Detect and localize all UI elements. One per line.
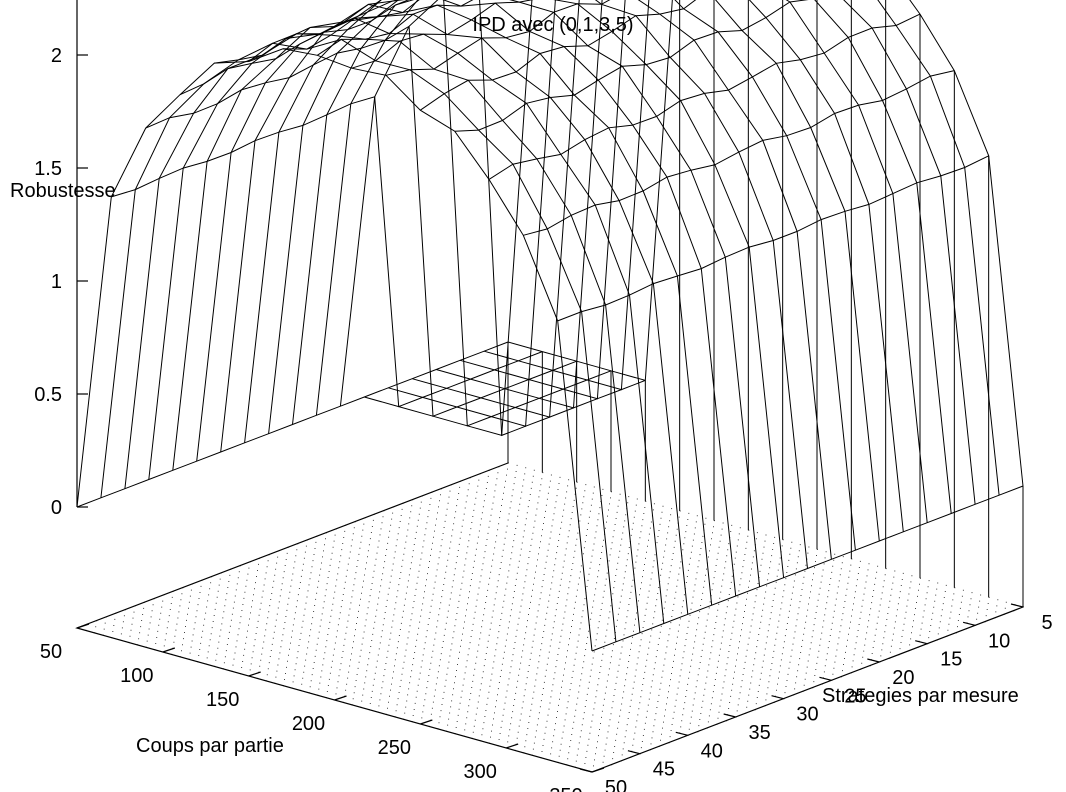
surface-line-y bbox=[172, 13, 689, 615]
surface-line-x bbox=[488, 13, 921, 180]
surface-line-y bbox=[196, 3, 713, 606]
x-tick-label: 200 bbox=[292, 713, 325, 735]
x-tick-mark bbox=[76, 623, 90, 629]
z-tick-label: 1.5 bbox=[34, 158, 62, 180]
surface-line-y bbox=[412, 0, 928, 523]
surface-line-x bbox=[145, 25, 577, 417]
surface-line-x bbox=[282, 0, 420, 50]
base-plane-outline bbox=[75, 462, 1024, 773]
surface-line-y bbox=[315, 0, 832, 560]
z-axis-label: Robustesse bbox=[10, 180, 116, 202]
x-tick-mark bbox=[334, 695, 347, 701]
surface-line-x bbox=[454, 0, 809, 132]
surface-line-y bbox=[436, 0, 952, 514]
surface-line-x bbox=[385, 0, 611, 76]
x-tick-label: 250 bbox=[378, 737, 411, 759]
x-tick-label: 150 bbox=[206, 689, 239, 711]
x-tick-mark bbox=[162, 647, 176, 653]
surface-line-x bbox=[111, 96, 543, 408]
y-tick-mark bbox=[819, 676, 832, 681]
y-tick-mark bbox=[723, 713, 736, 718]
surface-line-y bbox=[244, 0, 761, 587]
surface-line-y bbox=[124, 33, 641, 633]
base-dot-pattern bbox=[77, 462, 1024, 773]
surface-line-x bbox=[179, 0, 612, 427]
y-tick-label: 40 bbox=[701, 740, 723, 762]
surface-line-y bbox=[268, 0, 785, 578]
surface-line-x bbox=[351, 0, 534, 69]
surface-line-x bbox=[420, 0, 697, 111]
x-tick-mark bbox=[505, 743, 519, 749]
surface-line-x bbox=[214, 0, 646, 437]
y-tick-label: 50 bbox=[605, 777, 627, 792]
surface-line-x bbox=[557, 155, 989, 322]
base-plane-edge bbox=[75, 462, 1024, 773]
surface-line-y bbox=[220, 0, 737, 597]
y-tick-label: 5 bbox=[1041, 612, 1052, 634]
x-tick-label: 300 bbox=[463, 761, 496, 783]
y-tick-label: 20 bbox=[892, 667, 914, 689]
y-tick-mark bbox=[675, 731, 688, 736]
surface-line-y bbox=[292, 0, 808, 569]
y-tick-mark bbox=[1010, 603, 1024, 608]
surface-line-x bbox=[591, 485, 1024, 652]
x-tick-mark bbox=[420, 719, 433, 725]
surface-line-y bbox=[459, 0, 976, 505]
base-plane-dots bbox=[77, 462, 1024, 773]
surface-line-x bbox=[317, 0, 474, 56]
surface-line-y bbox=[76, 48, 593, 652]
z-tick-label: 0.5 bbox=[34, 384, 62, 406]
surface-line-y bbox=[148, 17, 665, 624]
surface-line-y bbox=[339, 0, 856, 551]
y-tick-mark bbox=[771, 695, 784, 700]
surface-line-x bbox=[248, 0, 405, 62]
x-axis-ticks: 50 100 150 200 250 300 350 bbox=[40, 623, 605, 792]
y-tick-label: 45 bbox=[653, 759, 675, 781]
y-tick-label: 30 bbox=[796, 704, 818, 726]
y-tick-mark bbox=[962, 621, 976, 626]
y-tick-mark bbox=[915, 640, 928, 645]
z-tick-label: 2 bbox=[51, 45, 62, 67]
x-tick-mark bbox=[591, 767, 605, 773]
x-tick-label: 50 bbox=[40, 641, 62, 663]
y-tick-label: 15 bbox=[940, 649, 962, 671]
y-tick-label: 35 bbox=[749, 722, 771, 744]
z-axis: 00.511.522.5 bbox=[34, 0, 88, 519]
y-axis-label: Strategies par mesure bbox=[822, 685, 1019, 707]
y-axis-ticks: 5 10 15 20 25 30 35 40 45 50 bbox=[579, 603, 1053, 792]
z-tick-label: 0 bbox=[51, 497, 62, 519]
x-tick-mark bbox=[248, 671, 261, 677]
y-tick-mark bbox=[867, 658, 880, 663]
z-tick-label: 1 bbox=[51, 271, 62, 293]
chart-title: IPD avec (0,1,3,5) bbox=[472, 14, 633, 36]
surface-line-y bbox=[100, 38, 617, 642]
y-tick-label: 10 bbox=[988, 630, 1010, 652]
surface-line-x bbox=[523, 70, 955, 236]
y-tick-label: 25 bbox=[844, 685, 866, 707]
surface-line-y bbox=[483, 0, 1000, 496]
surface-mesh bbox=[76, 0, 1024, 652]
x-tick-label: 350 bbox=[549, 785, 582, 792]
y-tick-mark bbox=[579, 768, 593, 773]
y-tick-mark bbox=[627, 750, 641, 755]
x-tick-label: 100 bbox=[120, 665, 153, 687]
surface-line-y bbox=[507, 0, 1024, 487]
surface-line-x bbox=[76, 341, 509, 508]
x-axis-label: Coups par partie bbox=[136, 735, 284, 757]
surface-line-y bbox=[364, 0, 880, 542]
